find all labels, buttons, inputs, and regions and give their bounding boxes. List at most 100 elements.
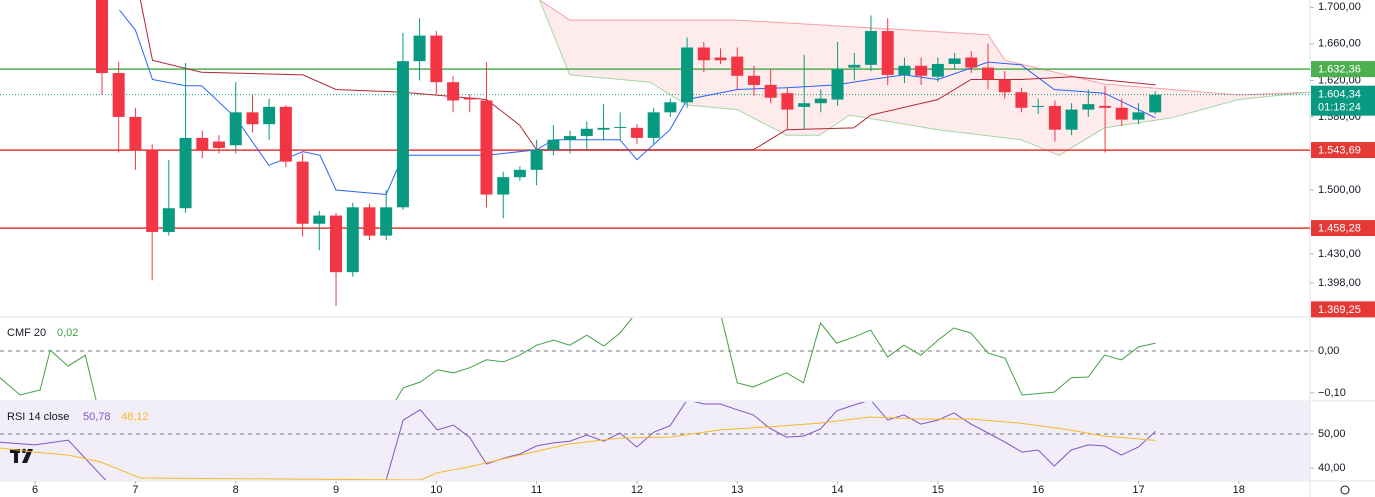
y-tick-label: 40,00	[1318, 462, 1346, 474]
candle-body	[814, 98, 827, 104]
settings-icon[interactable]	[1340, 485, 1350, 495]
y-tick-label: 50,00	[1318, 428, 1346, 440]
candle-body	[647, 112, 660, 138]
candle-body	[614, 126, 627, 128]
level-label-box	[1311, 301, 1375, 318]
x-tick-label: 9	[333, 484, 339, 496]
candle-body	[1015, 92, 1028, 108]
candle-body	[881, 31, 894, 75]
indicator-line	[0, 416, 1156, 480]
level-label: 1.369,25	[1318, 304, 1361, 316]
candle-body	[931, 63, 944, 77]
candle-body	[681, 47, 694, 103]
x-tick-label: 8	[233, 484, 239, 496]
x-tick-label: 10	[430, 484, 442, 496]
indicator-value: 0,02	[57, 327, 78, 339]
y-tick-label: 1.500,00	[1318, 184, 1361, 196]
candle-body	[263, 106, 276, 125]
x-tick-label: 15	[932, 484, 944, 496]
indicator-line	[0, 402, 1156, 480]
candle-body	[196, 137, 209, 150]
candle-body	[547, 139, 560, 150]
x-tick-label: 12	[631, 484, 643, 496]
last-price-box	[1311, 85, 1375, 116]
indicator-line	[139, 0, 1156, 151]
candle-body	[864, 31, 877, 65]
candle-body	[1149, 94, 1162, 113]
indicator-value: 48,12	[121, 411, 149, 423]
candle-body	[447, 82, 460, 101]
x-tick-label: 18	[1233, 484, 1245, 496]
indicator-pane	[0, 402, 1310, 480]
candle-body	[396, 61, 409, 208]
candle-body	[1048, 105, 1061, 130]
candle-body	[463, 97, 476, 100]
candle-body	[564, 136, 577, 140]
candle-body	[279, 106, 292, 162]
indicator-pane	[0, 318, 1310, 400]
candle-body	[697, 47, 710, 61]
y-tick-label: 0,00	[1318, 345, 1339, 357]
candle-body	[1132, 112, 1145, 120]
candle-body	[1099, 105, 1112, 108]
candle-body	[179, 137, 192, 209]
candle-body	[246, 112, 259, 125]
y-tick-label: 1.430,00	[1318, 248, 1361, 260]
candle-body	[112, 73, 125, 117]
candle-body	[513, 169, 526, 178]
candle-body	[1115, 107, 1128, 120]
candle-body	[982, 67, 995, 80]
candle-body	[798, 103, 811, 107]
indicator-title: RSI 14 close	[7, 411, 69, 423]
candle-body	[965, 57, 978, 68]
candle-body	[898, 65, 911, 75]
candle-body	[781, 93, 794, 110]
indicator-value: 50,78	[83, 411, 111, 423]
candle-body	[413, 35, 426, 62]
level-label-box	[1311, 61, 1375, 78]
candle-body	[915, 65, 928, 76]
candle-body	[296, 161, 309, 224]
cloud-lower	[539, 0, 1310, 156]
level-label: 1.543,69	[1318, 144, 1361, 156]
indicator-line	[0, 318, 1156, 400]
candle-body	[1065, 109, 1078, 130]
last-price-label: 1.604,34	[1318, 89, 1361, 101]
candle-body	[497, 177, 510, 195]
candle-body	[380, 207, 393, 236]
candle-body	[848, 64, 861, 68]
y-tick-label: 1.700,00	[1318, 1, 1361, 13]
y-tick-label: 1.620,00	[1318, 74, 1361, 86]
candle-body	[530, 149, 543, 170]
cloud-upper	[539, 0, 1310, 96]
x-tick-label: 14	[831, 484, 843, 496]
candle-body	[480, 100, 493, 195]
x-tick-label: 7	[132, 484, 138, 496]
candle-body	[664, 102, 677, 113]
candle-body	[430, 35, 443, 83]
candle-body	[630, 127, 643, 138]
candle-body	[363, 207, 376, 236]
countdown-label: 01:18:24	[1318, 102, 1361, 114]
candle-body	[346, 207, 359, 273]
x-tick-label: 17	[1132, 484, 1144, 496]
price-pane	[0, 0, 1310, 306]
level-label: 1.458,28	[1318, 222, 1361, 234]
candle-body	[1082, 104, 1095, 110]
level-label: 1.632,36	[1318, 63, 1361, 75]
candle-body	[212, 141, 225, 148]
x-tick-label: 13	[731, 484, 743, 496]
level-label-box	[1311, 220, 1375, 237]
x-tick-label: 6	[32, 484, 38, 496]
candle-body	[146, 149, 159, 232]
candle-body	[731, 56, 744, 76]
y-tick-label: 1.398,00	[1318, 277, 1361, 289]
rsi-band	[0, 402, 1310, 480]
candle-body	[330, 215, 343, 273]
candle-body	[96, 0, 109, 74]
indicator-title: CMF 20	[7, 327, 46, 339]
candle-body	[764, 84, 777, 98]
x-tick-label: 11	[531, 484, 542, 496]
level-label-box	[1311, 142, 1375, 159]
candle-body	[162, 208, 175, 232]
